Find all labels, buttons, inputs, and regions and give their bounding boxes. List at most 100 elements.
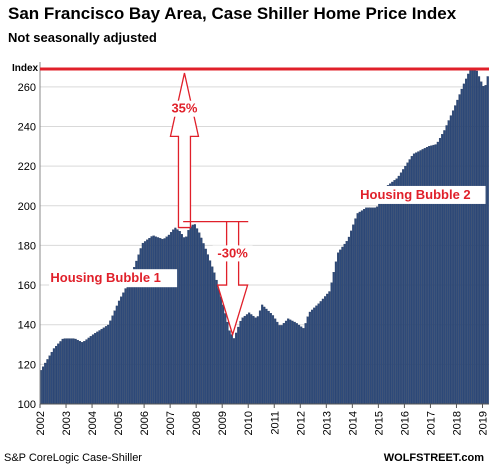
y-axis-label: Index — [12, 63, 39, 74]
bar — [358, 211, 361, 405]
bar — [382, 193, 385, 405]
bar — [217, 288, 220, 405]
bar — [436, 141, 439, 405]
bubble-1-label: Housing Bubble 1 — [50, 270, 161, 285]
bar — [323, 296, 327, 405]
up-arrow — [169, 72, 200, 229]
bar — [352, 224, 355, 405]
bar — [185, 236, 188, 405]
x-axis: 2002 2003 2004 2005 2006 2007 2008 2009 2010 2011… — [35, 403, 489, 435]
bar — [449, 115, 452, 405]
bar — [215, 279, 218, 405]
bar — [68, 338, 71, 405]
bar — [345, 241, 348, 405]
pct-down-label-bg — [212, 245, 253, 262]
bar — [306, 316, 309, 405]
bar — [72, 338, 75, 405]
bar — [232, 338, 236, 405]
bar — [482, 86, 485, 405]
bar — [74, 338, 77, 405]
bar — [441, 134, 444, 405]
bar — [46, 359, 49, 405]
bar — [126, 284, 129, 405]
y-tick-label: 260 — [18, 82, 36, 94]
bar — [63, 338, 66, 405]
bar — [76, 339, 79, 405]
bar — [269, 312, 272, 405]
bar — [148, 237, 151, 405]
bar — [161, 238, 164, 405]
bar — [261, 304, 264, 405]
bar — [241, 317, 244, 405]
bar — [154, 236, 157, 405]
bar — [189, 226, 192, 405]
bar — [282, 323, 285, 405]
annotations: 35% -30% Housing Bubble 1 Housing Bubble 2 — [40, 67, 489, 337]
y-tick-label: 220 — [18, 161, 36, 173]
bar — [128, 279, 131, 405]
bar — [399, 172, 403, 405]
x-tick-label: 2013 — [321, 411, 333, 435]
y-tick-label: 180 — [18, 240, 36, 252]
bar — [402, 169, 405, 405]
bar — [451, 110, 455, 405]
y-tick-label: 140 — [18, 320, 36, 332]
bar — [202, 243, 205, 405]
bar — [291, 320, 294, 405]
bar — [295, 323, 298, 405]
bar — [61, 338, 64, 405]
bar — [447, 120, 450, 405]
y-axis: 100 120 140 160 180 200 220 240 260 Index — [12, 62, 41, 411]
bar — [317, 303, 320, 405]
y-tick-label: 100 — [18, 399, 36, 411]
bar — [365, 207, 368, 405]
bar — [350, 230, 353, 405]
bar — [373, 207, 377, 405]
bar — [209, 260, 212, 405]
bar — [42, 366, 45, 405]
source-note: S&P CoreLogic Case-Shiller — [4, 452, 142, 464]
bar — [146, 239, 149, 405]
bar — [237, 326, 240, 405]
bar — [172, 229, 175, 405]
bar — [100, 328, 103, 405]
bar — [48, 355, 51, 405]
y-tick-label: 200 — [18, 201, 36, 213]
bar — [356, 213, 359, 405]
bar — [206, 254, 209, 405]
bar — [367, 207, 370, 405]
bar — [462, 83, 465, 405]
bar — [226, 321, 229, 405]
pct-up-label: 35% — [171, 101, 197, 116]
bar — [243, 315, 246, 405]
bar — [109, 320, 112, 405]
bar — [111, 315, 114, 405]
bar — [267, 310, 270, 405]
bar — [198, 232, 201, 405]
bubble-2-label: Housing Bubble 2 — [360, 187, 471, 202]
bar — [191, 224, 194, 405]
x-tick-label: 2002 — [35, 411, 47, 435]
bar — [104, 326, 108, 405]
bar — [287, 318, 290, 405]
bar — [143, 241, 147, 405]
bar — [360, 210, 363, 405]
bar — [393, 180, 396, 405]
bar — [369, 207, 372, 405]
bar — [44, 362, 47, 405]
bar — [397, 175, 400, 405]
bar-series — [39, 68, 489, 405]
bar — [376, 206, 379, 405]
bar — [245, 314, 249, 405]
bar — [386, 185, 390, 405]
bar — [250, 314, 253, 405]
x-tick-label: 2017 — [425, 411, 437, 435]
bar — [180, 234, 183, 405]
bar — [91, 334, 95, 405]
bar — [156, 237, 160, 405]
bar — [57, 343, 60, 405]
bubble-2-label-bg — [357, 185, 486, 204]
bar — [183, 237, 186, 405]
bar — [52, 348, 55, 405]
bar — [85, 339, 88, 405]
